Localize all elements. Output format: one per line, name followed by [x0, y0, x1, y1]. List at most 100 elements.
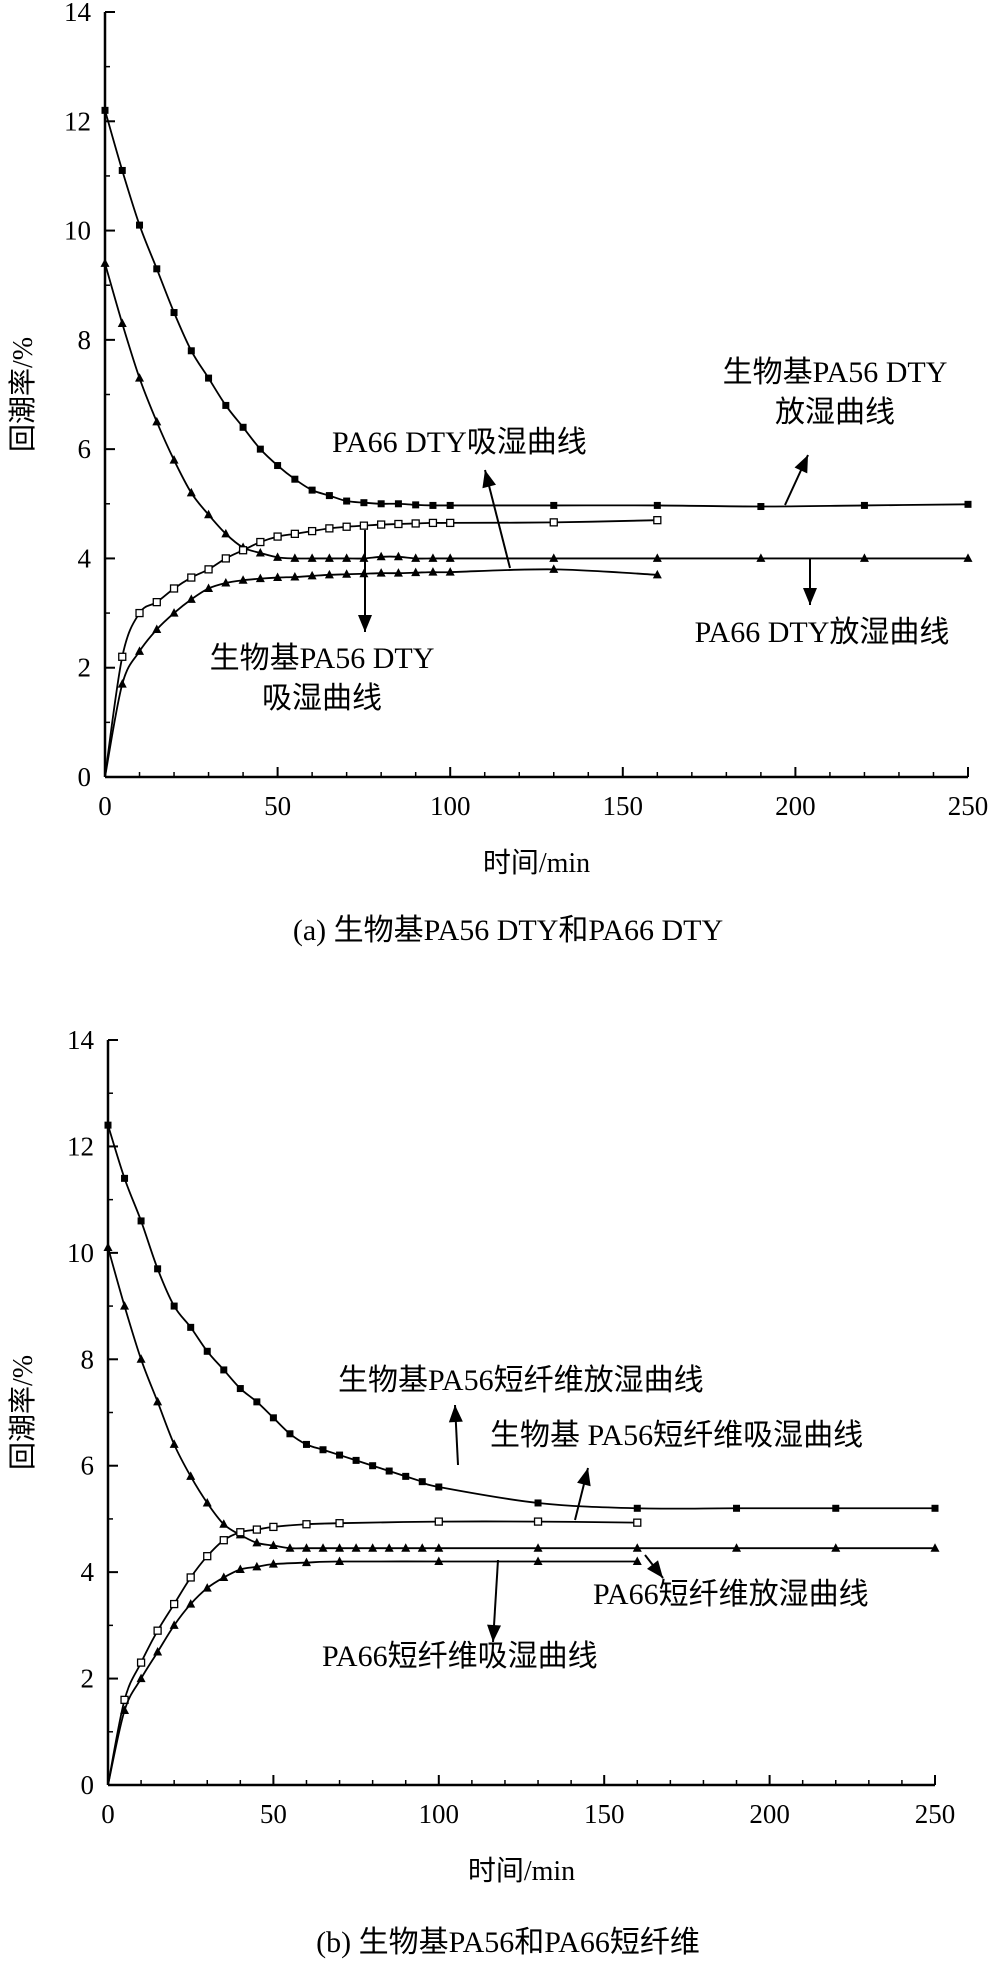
data-point [136, 1354, 146, 1363]
data-point [417, 1543, 427, 1552]
data-point [290, 529, 300, 538]
data-point [394, 519, 403, 529]
data-point [831, 1543, 841, 1552]
data-point [236, 1528, 245, 1537]
y-tick-label: 2 [81, 1664, 95, 1694]
data-point [411, 519, 420, 528]
data-point [402, 1472, 410, 1480]
x-tick-label: 200 [749, 1799, 790, 1829]
data-point [652, 553, 662, 562]
data-point [186, 487, 196, 497]
data-point [301, 1543, 311, 1552]
data-point [273, 572, 283, 582]
series-0 [104, 1121, 939, 1512]
x-tick-label: 100 [430, 791, 471, 821]
data-point [273, 552, 283, 561]
data-point [352, 1456, 360, 1464]
data-point [238, 546, 248, 555]
data-point [252, 1561, 262, 1571]
data-point [445, 553, 455, 562]
data-point [359, 521, 369, 530]
data-point [369, 1462, 377, 1470]
data-point [342, 553, 352, 562]
data-point [221, 578, 231, 587]
y-tick-label: 14 [67, 1025, 95, 1055]
arrowhead [487, 1624, 502, 1642]
data-point [335, 1543, 345, 1552]
data-point [220, 1366, 228, 1374]
data-point [186, 1599, 196, 1608]
data-point [117, 679, 127, 688]
data-point [255, 547, 265, 557]
chart-panel: 0 50 100 150 200 250 0 2 4 6 8 10 12 14 时间/min 回潮率/% (b)… [7, 1025, 955, 1959]
data-point [169, 584, 179, 593]
data-point [435, 1483, 443, 1491]
data-point [100, 258, 110, 267]
data-point [187, 1323, 195, 1331]
data-point [154, 1265, 162, 1273]
data-point [307, 553, 317, 562]
y-tick-label: 10 [64, 216, 91, 246]
arrowhead [803, 588, 817, 605]
y-axis-label: 回潮率/% [7, 1355, 39, 1470]
data-point [359, 568, 369, 578]
curve-annotation: 生物基PA56 DTY 吸湿曲线 [210, 530, 434, 715]
data-point [136, 1673, 146, 1683]
data-point [204, 509, 214, 519]
data-point [418, 1478, 426, 1486]
data-point [120, 1705, 130, 1714]
data-point [268, 1559, 278, 1568]
data-point [963, 553, 973, 562]
data-point [318, 1543, 328, 1552]
data-point [291, 475, 299, 483]
annotation-text: 生物基PA56短纤维放湿曲线 [338, 1364, 704, 1397]
annotation-text: PA66短纤维放湿曲线 [593, 1578, 869, 1611]
data-point [301, 1557, 311, 1567]
data-point [117, 318, 127, 327]
data-point [153, 1626, 162, 1635]
data-point [351, 1543, 361, 1552]
x-axis-label: 时间/min [483, 847, 590, 879]
data-point [445, 567, 455, 576]
data-point [221, 554, 230, 563]
data-point [136, 1658, 146, 1667]
data-point [307, 526, 317, 536]
data-point [186, 1471, 196, 1480]
annotation-text: PA66短纤维吸湿曲线 [322, 1640, 598, 1673]
series-1 [103, 1242, 940, 1552]
data-point [186, 594, 196, 603]
series-3 [104, 564, 662, 778]
data-point [633, 1504, 641, 1512]
data-point [384, 1543, 394, 1552]
data-point [169, 1439, 179, 1448]
data-point [325, 524, 334, 533]
y-tick-label: 4 [78, 543, 92, 573]
data-point [325, 492, 333, 500]
data-point [319, 1446, 327, 1454]
y-tick-label: 0 [78, 762, 92, 792]
data-point [385, 1467, 393, 1475]
data-point [411, 553, 421, 562]
data-point [135, 646, 145, 655]
y-tick-label: 6 [81, 1451, 95, 1481]
data-point [136, 221, 144, 229]
data-point [152, 416, 162, 426]
data-point [411, 567, 421, 577]
data-point [221, 528, 231, 538]
data-point [202, 1583, 212, 1592]
data-point [202, 1497, 212, 1507]
data-point [336, 1451, 344, 1459]
data-point [632, 1543, 642, 1552]
data-point [269, 1522, 278, 1532]
x-axis-label: 时间/min [468, 1855, 575, 1887]
data-point [342, 569, 352, 578]
y-tick-label: 12 [64, 106, 91, 136]
data-point [376, 568, 386, 577]
data-point [135, 608, 144, 618]
data-point [757, 503, 765, 511]
data-point [359, 553, 369, 562]
curve-annotation: 生物基PA56 DTY 放湿曲线 [723, 356, 947, 506]
data-point [153, 1396, 163, 1406]
data-point [732, 1543, 742, 1552]
